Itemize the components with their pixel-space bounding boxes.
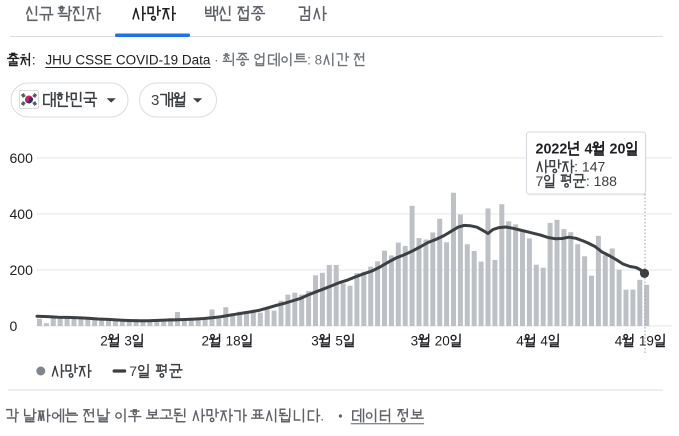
svg-text:20: 20 <box>431 333 450 348</box>
svg-text:7: 7 <box>536 173 544 189</box>
svg-text:0: 0 <box>10 318 18 334</box>
svg-text:2022: 2022 <box>536 142 568 158</box>
svg-text:·: · <box>210 52 222 67</box>
svg-text:19: 19 <box>635 333 654 348</box>
svg-text::: : <box>32 52 40 67</box>
svg-text:: 188: : 188 <box>586 173 617 189</box>
svg-text:7: 7 <box>129 363 137 379</box>
svg-text:200: 200 <box>10 262 34 278</box>
svg-text:2: 2 <box>100 333 108 348</box>
svg-text:4: 4 <box>580 142 592 158</box>
svg-text:3: 3 <box>411 333 419 348</box>
svg-text:: 147: : 147 <box>574 158 605 174</box>
svg-text:3: 3 <box>151 92 159 109</box>
svg-text:400: 400 <box>10 206 34 222</box>
svg-text:.: . <box>320 407 324 423</box>
svg-text:: 8: : 8 <box>307 52 322 67</box>
svg-text:5: 5 <box>332 333 343 348</box>
svg-text:20: 20 <box>606 142 626 158</box>
svg-text:4: 4 <box>516 333 524 348</box>
svg-text:18: 18 <box>222 333 241 348</box>
svg-text:JHU CSSE COVID-19 Data: JHU CSSE COVID-19 Data <box>45 52 211 67</box>
svg-text:600: 600 <box>10 150 34 166</box>
svg-text:3: 3 <box>121 333 132 348</box>
svg-text:3: 3 <box>311 333 319 348</box>
svg-text:4: 4 <box>615 333 623 348</box>
svg-text:2: 2 <box>202 333 210 348</box>
svg-text:4: 4 <box>537 333 549 348</box>
